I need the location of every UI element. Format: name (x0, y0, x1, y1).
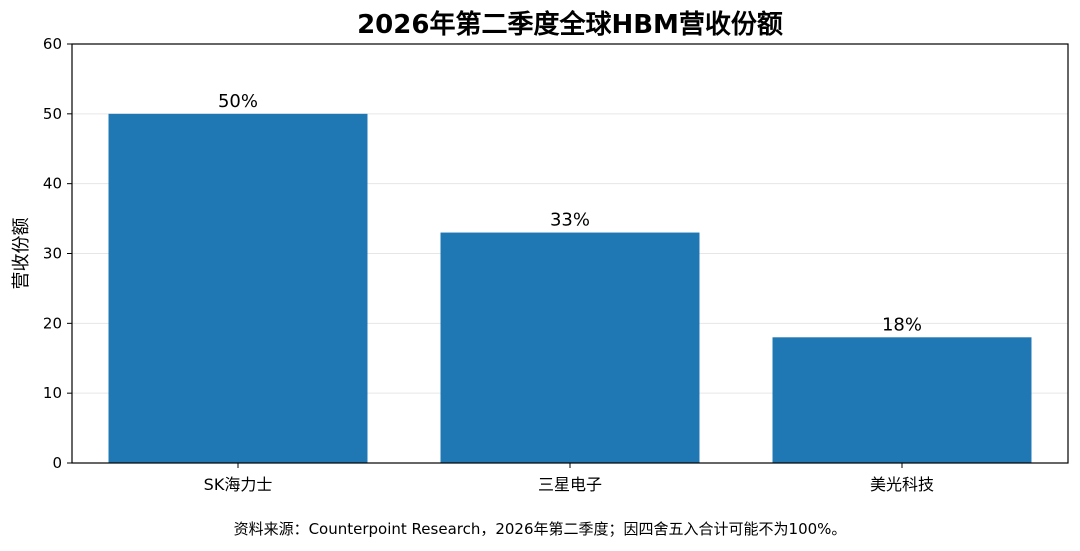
x-axis-ticks: SK海力士 三星电子 美光科技 (204, 463, 934, 494)
x-category-label: 三星电子 (538, 475, 602, 494)
bar-value-label: 33% (550, 210, 590, 231)
bar (108, 113, 368, 463)
y-tick-label: 20 (43, 314, 62, 332)
x-category-label: 美光科技 (870, 475, 934, 494)
y-axis-label: 营收份额 (11, 218, 32, 290)
data-labels: 50% 33% 18% (218, 91, 922, 335)
bar (772, 337, 1032, 463)
y-tick-label: 40 (43, 175, 62, 193)
y-axis-ticks: 0 10 20 30 40 50 60 (43, 35, 72, 472)
chart-title: 2026年第二季度全球HBM营收份额 (357, 9, 783, 40)
bar-value-label: 50% (218, 91, 258, 112)
x-category-label: SK海力士 (204, 475, 273, 494)
y-tick-label: 10 (43, 384, 62, 402)
source-note: 资料来源：Counterpoint Research，2026年第二季度；因四舍… (234, 520, 847, 538)
y-tick-label: 30 (43, 245, 62, 263)
y-tick-label: 0 (52, 454, 62, 472)
y-tick-label: 60 (43, 35, 62, 53)
bars (108, 113, 1032, 463)
bar (440, 232, 700, 463)
y-tick-label: 50 (43, 105, 62, 123)
bar-value-label: 18% (882, 314, 922, 335)
